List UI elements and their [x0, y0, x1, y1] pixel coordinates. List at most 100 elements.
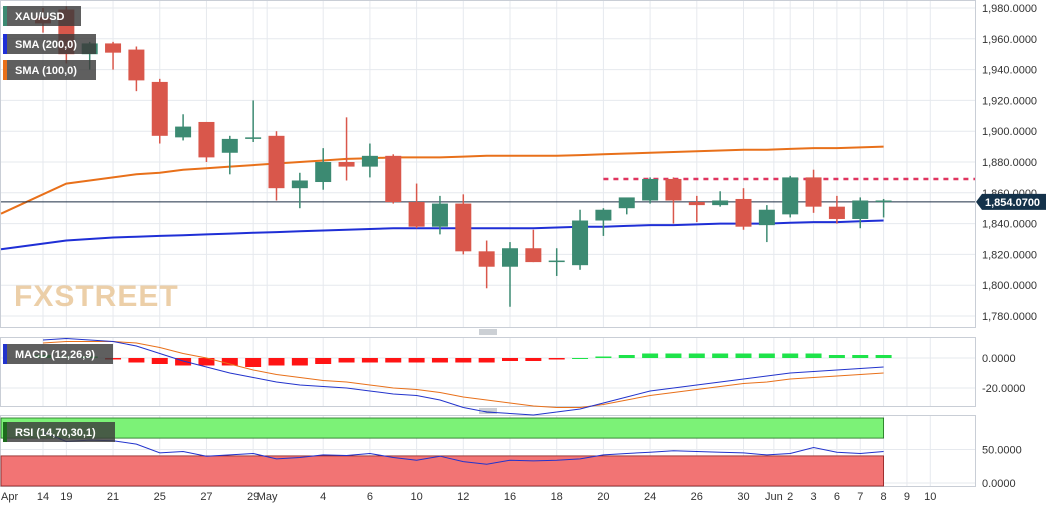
- macd-histogram-bar: [852, 355, 869, 358]
- candle-body: [151, 81, 168, 136]
- macd-histogram-bar: [525, 358, 542, 361]
- candle-body: [408, 202, 425, 227]
- candle-body: [852, 200, 869, 219]
- x-tick-label: 2: [787, 491, 793, 503]
- legend-macd-box: [3, 344, 113, 364]
- candle-body: [268, 135, 285, 189]
- candle-body: [385, 155, 402, 203]
- price-series: [0, 6, 975, 307]
- x-tick-label: 25: [154, 491, 166, 503]
- candle-body: [315, 162, 332, 183]
- legend-sma100-box: [3, 60, 96, 80]
- panel-resize-handle[interactable]: [479, 329, 497, 335]
- macd-histogram-bar: [408, 358, 425, 363]
- candle-body: [338, 162, 355, 167]
- macd-histogram-bar: [782, 353, 799, 358]
- x-tick-label: 9: [904, 491, 910, 503]
- legend-macd-label: MACD (12,26,9): [15, 349, 95, 361]
- rsi-y-tick-label: 0.0000: [982, 478, 1016, 490]
- x-tick-label: 10: [924, 491, 936, 503]
- legend-sma100-swatch: [3, 60, 7, 80]
- x-tick-label: 27: [200, 491, 212, 503]
- x-tick-label: 18: [551, 491, 563, 503]
- macd-histogram-bar: [805, 353, 822, 358]
- x-tick-label: Apr: [1, 491, 18, 503]
- x-tick-label: 4: [320, 491, 326, 503]
- x-tick-label: 29: [247, 491, 259, 503]
- price-y-tick-label: 1,780.0000: [982, 311, 1037, 323]
- candle-body: [595, 209, 612, 221]
- price-panel: [0, 0, 976, 328]
- candle-body: [291, 180, 308, 189]
- y-axis: 1,780.0000 1,800.0000 1,820.0000 1,840.0000…: [976, 3, 1046, 490]
- legend-rsi-label: RSI (14,70,30,1): [15, 427, 96, 439]
- rsi-overbought-zone: [0, 417, 884, 439]
- macd-histogram-bar: [502, 358, 518, 361]
- candle-body: [431, 203, 448, 227]
- candle-body: [875, 200, 892, 203]
- x-tick-label: 20: [597, 491, 609, 503]
- legend-macd-swatch: [3, 344, 7, 364]
- price-y-tick-label: 1,960.0000: [982, 34, 1037, 46]
- watermark: FXSTREET: [14, 280, 178, 313]
- macd-histogram-bar: [548, 358, 565, 360]
- macd-histogram-bar: [758, 353, 775, 358]
- macd-y-tick-label: 0.0000: [982, 353, 1016, 365]
- rsi-line: [42, 431, 884, 465]
- macd-histogram-bar: [338, 358, 355, 363]
- candle-body: [642, 178, 659, 201]
- x-tick-label: 10: [410, 491, 422, 503]
- candle-body: [105, 43, 122, 53]
- macd-histogram-bar: [688, 353, 705, 358]
- current-price-tag: [976, 193, 1046, 210]
- macd-histogram-bar: [268, 358, 285, 366]
- x-tick-label: 6: [834, 491, 840, 503]
- macd-histogram-bar: [618, 355, 635, 358]
- macd-series: [35, 337, 892, 416]
- x-tick-label: 6: [367, 491, 373, 503]
- legend-sma200-label: SMA (200,0): [15, 39, 77, 51]
- candle-body: [805, 177, 822, 207]
- candle-body: [548, 260, 565, 263]
- candle-body: [502, 248, 518, 267]
- x-tick-label: May: [257, 491, 278, 503]
- macd-histogram-bar: [595, 356, 612, 358]
- macd-histogram-bar: [572, 358, 589, 359]
- legend-xauusd-box: [3, 6, 81, 26]
- legend-rsi-swatch: [3, 422, 7, 442]
- macd-histogram-bar: [128, 358, 145, 363]
- candle-body: [478, 251, 495, 267]
- candle-body: [782, 177, 799, 215]
- price-y-tick-label: 1,980.0000: [982, 3, 1037, 15]
- macd-histogram-bar: [712, 353, 729, 358]
- macd-histogram-bar: [315, 358, 332, 364]
- rsi-series: [0, 417, 884, 487]
- rsi-oversold-zone: [0, 455, 884, 487]
- macd-y-tick-label: -20.0000: [982, 383, 1025, 395]
- candle-body: [828, 206, 845, 219]
- x-tick-label: 30: [737, 491, 749, 503]
- x-tick-label: 8: [881, 491, 887, 503]
- candle-body: [175, 126, 192, 138]
- macd-histogram-bar: [385, 358, 402, 363]
- legend-sma100-label: SMA (100,0): [15, 65, 77, 77]
- candle-body: [128, 49, 145, 81]
- price-y-tick-label: 1,940.0000: [982, 65, 1037, 77]
- macd-histogram-bar: [151, 358, 168, 364]
- candle-body: [221, 138, 238, 153]
- x-tick-label: 21: [107, 491, 119, 503]
- candle-body: [665, 178, 682, 201]
- x-tick-label: 26: [691, 491, 703, 503]
- x-tick-label: 7: [857, 491, 863, 503]
- candle-body: [712, 200, 729, 206]
- x-tick-label: 16: [504, 491, 516, 503]
- x-tick-label: 24: [644, 491, 656, 503]
- price-y-tick-label: 1,900.0000: [982, 126, 1037, 138]
- legend-sma200-swatch: [3, 34, 7, 54]
- macd-histogram-bar: [105, 358, 122, 360]
- legend-sma200-box: [3, 34, 96, 54]
- macd-histogram-bar: [175, 358, 192, 366]
